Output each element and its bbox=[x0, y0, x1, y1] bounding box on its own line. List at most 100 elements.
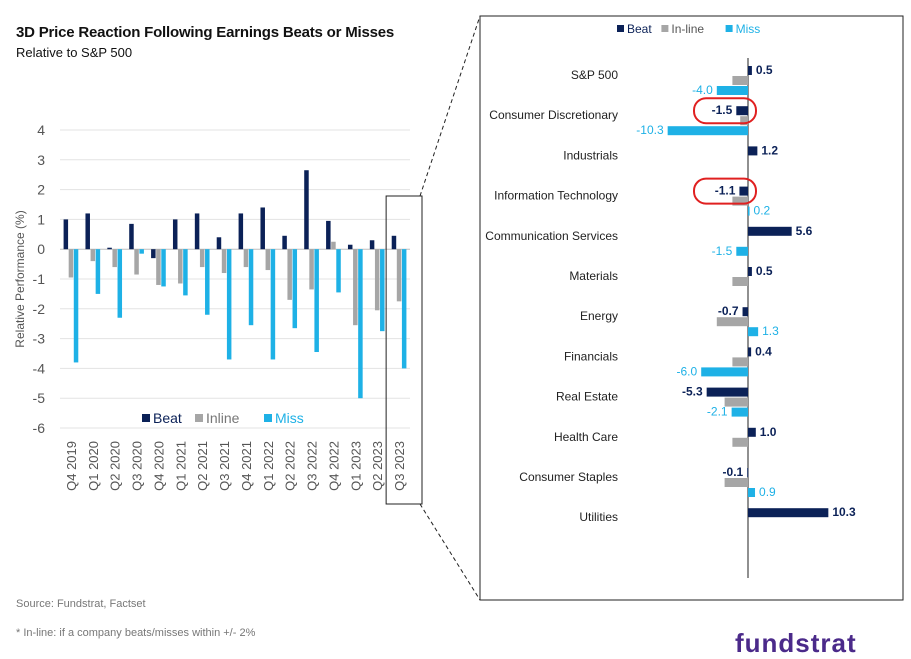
y-tick-label: -5 bbox=[33, 390, 46, 406]
y-tick-label: 2 bbox=[37, 182, 45, 198]
data-label-beat-utilities: 10.3 bbox=[832, 505, 856, 519]
bar-inline-q3-2020 bbox=[134, 249, 139, 275]
bar-miss-q2-2020 bbox=[117, 249, 123, 318]
x-tick-label: Q4 2019 bbox=[64, 441, 79, 491]
highlight-box bbox=[385, 195, 423, 505]
legend-label-in-line: In-line bbox=[671, 22, 704, 36]
bar-in-line-consumer-staples bbox=[724, 478, 748, 487]
highlight-circle-consumer-discretionary bbox=[693, 97, 757, 125]
bar-miss-q4-2019 bbox=[73, 249, 79, 363]
x-tick-label: Q4 2022 bbox=[326, 441, 341, 491]
data-label-miss-real-estate: -2.1 bbox=[707, 405, 728, 419]
bar-beat-q1-2021 bbox=[172, 219, 178, 250]
legend-label-miss: Miss bbox=[736, 22, 761, 36]
bar-beat-q3-2022 bbox=[304, 170, 309, 250]
bar-beat-q1-2020 bbox=[85, 213, 90, 250]
y-tick-label: 0 bbox=[37, 241, 45, 257]
bar-beat-q1-2022 bbox=[260, 207, 265, 250]
category-label-utilities: Utilities bbox=[579, 510, 618, 524]
data-label-beat-communication-services: 5.6 bbox=[796, 224, 813, 238]
x-tick-label: Q3 2021 bbox=[217, 441, 232, 491]
data-label-miss-energy: 1.3 bbox=[762, 324, 779, 338]
bar-miss-q3-2023 bbox=[401, 249, 407, 369]
zoom-connector-top bbox=[419, 15, 481, 197]
bar-beat-communication-services bbox=[748, 226, 792, 236]
x-tick-label: Q2 2021 bbox=[195, 441, 210, 491]
x-tick-label: Q2 2022 bbox=[283, 441, 298, 491]
bar-beat-q3-2020 bbox=[129, 223, 134, 250]
bar-in-line-consumer-discretionary bbox=[740, 116, 748, 126]
category-label-consumer-discretionary: Consumer Discretionary bbox=[489, 108, 618, 122]
highlight-circle-information-technology bbox=[693, 177, 757, 205]
data-label-beat-information-technology: -1.1 bbox=[715, 184, 736, 198]
y-tick-label: 1 bbox=[37, 211, 45, 227]
x-tick-label: Q1 2023 bbox=[348, 441, 363, 491]
bar-inline-q1-2023 bbox=[353, 249, 358, 326]
category-label-materials: Materials bbox=[569, 269, 618, 283]
bar-miss-q2-2022 bbox=[292, 249, 298, 329]
bar-miss-q1-2020 bbox=[95, 249, 101, 294]
bar-inline-q3-2021 bbox=[221, 249, 227, 274]
x-tick-label: Q1 2021 bbox=[173, 441, 188, 491]
bar-beat-s-p-500 bbox=[748, 66, 752, 75]
bar-miss-real-estate bbox=[731, 407, 748, 417]
zoom-connector-bottom bbox=[419, 503, 481, 601]
bar-in-line-s-p-500 bbox=[732, 76, 748, 85]
data-label-beat-industrials: 1.2 bbox=[761, 143, 778, 157]
y-tick-label: 3 bbox=[37, 152, 45, 168]
page-title: 3D Price Reaction Following Earnings Bea… bbox=[16, 24, 395, 41]
bar-inline-q1-2021 bbox=[178, 249, 183, 284]
quarterly-price-reaction-chart: 4 3 2 1 0 -1 -2 -3 -4 -5 -6 Relative Performance (%… bbox=[13, 15, 481, 601]
bar-inline-q4-2021 bbox=[243, 249, 249, 268]
y-tick-label: -3 bbox=[33, 331, 46, 347]
bar-inline-q3-2023 bbox=[396, 249, 402, 302]
legend-swatch-miss bbox=[725, 25, 733, 32]
bar-miss-q3-2021 bbox=[226, 249, 232, 360]
bar-in-line-information-technology bbox=[732, 196, 748, 206]
data-label-beat-materials: 0.5 bbox=[756, 264, 773, 278]
bar-inline-q4-2022 bbox=[331, 241, 336, 250]
bar-beat-q2-2022 bbox=[282, 235, 287, 250]
bar-beat-financials bbox=[748, 347, 752, 357]
bar-miss-q1-2021 bbox=[183, 249, 188, 296]
y-tick-label: -1 bbox=[33, 271, 46, 287]
bar-miss-consumer-discretionary bbox=[667, 126, 748, 136]
data-label-beat-s-p-500: 0.5 bbox=[756, 63, 773, 77]
bar-beat-q2-2021 bbox=[194, 213, 200, 250]
data-label-miss-financials: -6.0 bbox=[677, 364, 698, 378]
legend-label-inline: Inline bbox=[206, 410, 240, 426]
data-label-beat-real-estate: -5.3 bbox=[682, 385, 703, 399]
category-label-financials: Financials bbox=[564, 349, 618, 363]
category-label-consumer-staples: Consumer Staples bbox=[519, 470, 618, 484]
x-tick-label: Q2 2023 bbox=[370, 441, 385, 491]
x-tick-label: Q3 2023 bbox=[392, 441, 407, 491]
bar-inline-q2-2020 bbox=[112, 249, 117, 268]
bar-beat-q3-2021 bbox=[216, 237, 222, 250]
legend-label-miss: Miss bbox=[275, 410, 304, 426]
bar-miss-q2-2023 bbox=[380, 249, 385, 332]
bar-in-line-materials bbox=[732, 277, 748, 286]
category-label-s-p-500: S&P 500 bbox=[571, 68, 618, 82]
zoom-panel-frame bbox=[479, 15, 904, 601]
bar-beat-health-care bbox=[748, 427, 756, 437]
category-label-communication-services: Communication Services bbox=[485, 229, 618, 243]
x-tick-label: Q4 2021 bbox=[239, 441, 254, 491]
page-subtitle: Relative to S&P 500 bbox=[16, 45, 133, 60]
x-tick-label: Q2 2020 bbox=[108, 441, 123, 491]
bar-inline-q4-2019 bbox=[68, 249, 74, 278]
category-label-real-estate: Real Estate bbox=[556, 390, 618, 404]
bar-miss-q1-2022 bbox=[270, 249, 276, 360]
bar-beat-q3-2023 bbox=[391, 235, 397, 250]
legend-label-beat: Beat bbox=[627, 22, 652, 36]
data-label-miss-communication-services: -1.5 bbox=[712, 244, 733, 258]
bar-in-line-real-estate bbox=[724, 397, 748, 407]
category-label-information-technology: Information Technology bbox=[494, 189, 618, 203]
bar-miss-q4-2022 bbox=[336, 249, 341, 293]
legend-swatch-beat bbox=[617, 25, 624, 32]
data-label-miss-consumer-discretionary: -10.3 bbox=[636, 123, 664, 137]
bar-inline-q1-2020 bbox=[90, 249, 96, 262]
bar-beat-q4-2021 bbox=[238, 213, 244, 250]
data-label-beat-energy: -0.7 bbox=[718, 304, 739, 318]
data-label-beat-health-care: 1.0 bbox=[760, 425, 777, 439]
sector-price-reaction-chart: Beat In-line Miss S&P 500 0.5 -4.0 Consumer Di… bbox=[479, 15, 904, 601]
